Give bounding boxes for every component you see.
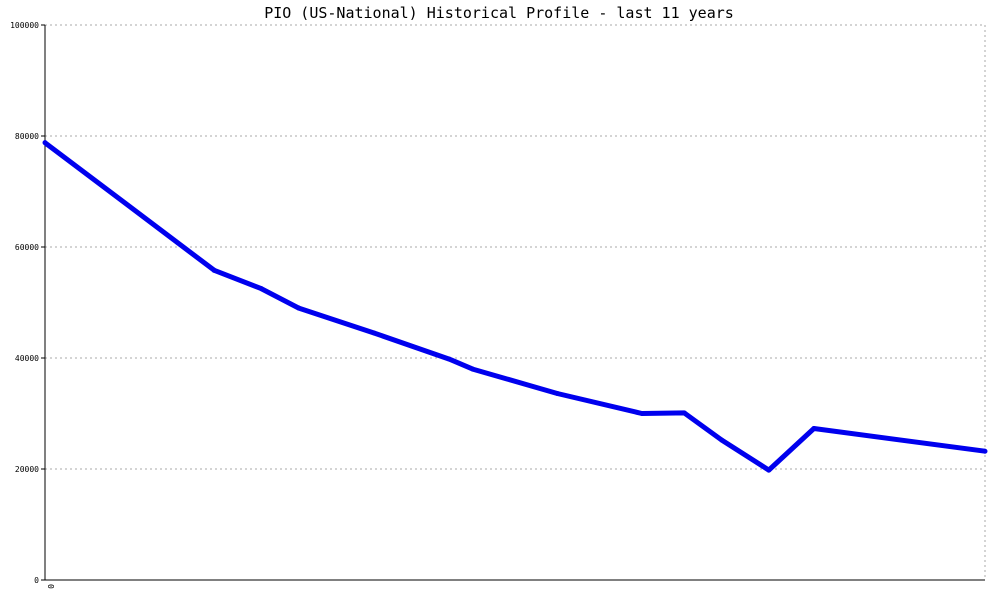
grid-lines [45, 24, 986, 580]
data-point [766, 467, 772, 473]
y-tick-label: 20000 [15, 465, 39, 474]
x-tick-label: 0 [46, 584, 55, 589]
y-tick-label: 40000 [15, 354, 39, 363]
y-tick-label: 100000 [10, 21, 39, 30]
axes [44, 25, 985, 581]
data-point [982, 448, 988, 454]
y-tick-label: 60000 [15, 243, 39, 252]
data-point [371, 330, 377, 336]
data-point [258, 286, 264, 292]
x-tick-labels: 0 [46, 584, 55, 589]
y-tick-labels: 0 20000 40000 60000 80000 100000 [10, 21, 45, 585]
data-point [296, 305, 302, 311]
series-layer [42, 140, 988, 473]
data-point [681, 410, 687, 416]
data-point [42, 140, 48, 146]
data-point [811, 425, 817, 431]
y-tick-label: 0 [34, 576, 39, 585]
data-point [211, 267, 217, 273]
data-point [639, 411, 645, 416]
data-point [719, 437, 725, 443]
data-point [446, 356, 452, 362]
chart-title: PIO (US-National) Historical Profile - l… [264, 4, 734, 22]
data-point [470, 366, 476, 372]
series-line [43, 140, 986, 473]
y-tick-label: 80000 [15, 132, 39, 141]
data-point [554, 391, 560, 397]
